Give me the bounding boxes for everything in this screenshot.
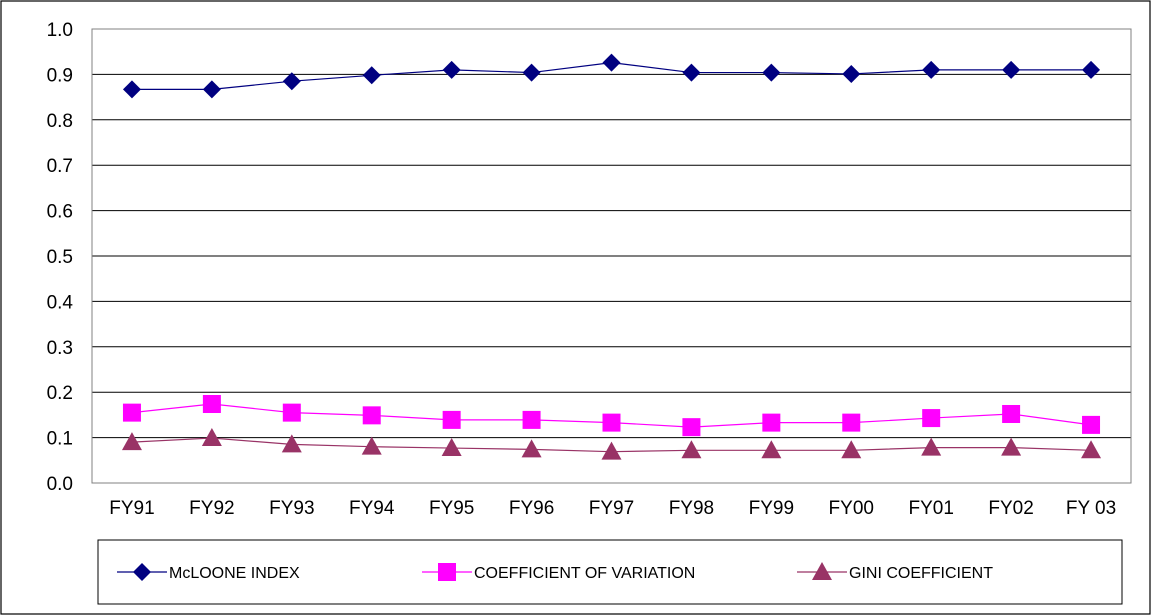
- data-point: [841, 440, 862, 459]
- y-tick-label: 0.0: [47, 474, 73, 495]
- legend-item: GINI COEFFICIENT: [797, 562, 993, 582]
- legend-marker: [812, 562, 832, 580]
- x-tick-label: FY92: [189, 498, 234, 519]
- data-point: [922, 60, 941, 79]
- legend-item: McLOONE INDEX: [117, 563, 300, 582]
- data-point: [442, 60, 461, 79]
- data-point: [842, 413, 861, 432]
- legend-item: COEFFICIENT OF VARIATION: [422, 563, 695, 582]
- data-point: [762, 63, 781, 82]
- data-point: [202, 395, 221, 414]
- data-point: [922, 409, 941, 428]
- y-tick-label: 0.8: [47, 111, 73, 132]
- data-point: [442, 410, 461, 429]
- series-2: [121, 428, 1102, 460]
- data-point: [522, 63, 541, 82]
- data-point: [361, 436, 382, 455]
- y-tick-label: 0.3: [47, 338, 73, 359]
- x-tick-label: FY96: [509, 498, 554, 519]
- data-point: [762, 413, 781, 432]
- data-point: [682, 418, 701, 437]
- data-point: [522, 410, 541, 429]
- data-point: [921, 437, 942, 456]
- legend-marker: [133, 563, 151, 581]
- data-point: [842, 64, 861, 83]
- data-point: [122, 403, 141, 422]
- y-tick-label: 0.2: [47, 383, 73, 404]
- data-point: [1002, 404, 1021, 423]
- plot-area: [91, 28, 1132, 484]
- x-tick-label: FY02: [988, 498, 1033, 519]
- data-point: [1001, 437, 1022, 456]
- x-tick-label: FY95: [429, 498, 474, 519]
- data-point: [201, 428, 222, 447]
- x-tick-label: FY94: [349, 498, 395, 519]
- y-tick-label: 0.1: [47, 429, 73, 450]
- data-point: [1082, 415, 1101, 434]
- gridlines: [92, 73, 1131, 439]
- legend-marker: [438, 563, 456, 581]
- x-tick-label: FY91: [109, 498, 154, 519]
- x-axis-tick-labels: FY91 FY92 FY93 FY94 FY95 FY96 FY97 FY98 FY99 FY00…: [109, 498, 1116, 519]
- x-tick-label: FY97: [589, 498, 634, 519]
- x-tick-label: FY01: [908, 498, 953, 519]
- y-tick-label: 1.0: [47, 20, 73, 41]
- x-tick-label: FY93: [269, 498, 314, 519]
- data-point: [362, 406, 381, 425]
- data-point: [761, 440, 782, 459]
- series-layer: [121, 53, 1102, 460]
- data-point: [521, 439, 542, 458]
- legend-label: McLOONE INDEX: [169, 565, 300, 582]
- data-point: [682, 63, 701, 82]
- legend-label: COEFFICIENT OF VARIATION: [474, 565, 695, 582]
- x-tick-label: FY99: [749, 498, 794, 519]
- data-point: [601, 441, 622, 460]
- y-tick-label: 0.9: [47, 65, 73, 86]
- data-point: [282, 72, 301, 91]
- data-point: [1081, 440, 1102, 459]
- x-tick-label: FY 03: [1066, 498, 1116, 519]
- y-tick-label: 0.4: [47, 292, 74, 313]
- data-point: [362, 66, 381, 85]
- data-point: [121, 432, 142, 451]
- data-point: [282, 403, 301, 422]
- x-tick-label: FY00: [829, 498, 874, 519]
- data-point: [681, 440, 702, 459]
- y-tick-label: 0.5: [47, 247, 73, 268]
- series-0: [122, 53, 1101, 99]
- data-point: [441, 438, 462, 457]
- data-point: [1082, 60, 1101, 79]
- legend-box: [97, 539, 1123, 605]
- data-point: [281, 434, 302, 453]
- data-point: [202, 80, 221, 99]
- data-point: [602, 53, 621, 72]
- legend: McLOONE INDEX COEFFICIENT OF VARIATION GIN…: [97, 539, 1123, 605]
- series-1: [122, 395, 1101, 437]
- data-point: [602, 413, 621, 432]
- legend-label: GINI COEFFICIENT: [849, 565, 993, 582]
- x-tick-label: FY98: [669, 498, 714, 519]
- data-point: [1002, 60, 1021, 79]
- y-tick-label: 0.7: [47, 156, 73, 177]
- y-axis-tick-labels: 0.0 0.1 0.2 0.3 0.4 0.5 0.6 0.7 0.8 0.9 1.0: [47, 20, 74, 495]
- y-tick-label: 0.6: [47, 202, 73, 223]
- data-point: [122, 80, 141, 99]
